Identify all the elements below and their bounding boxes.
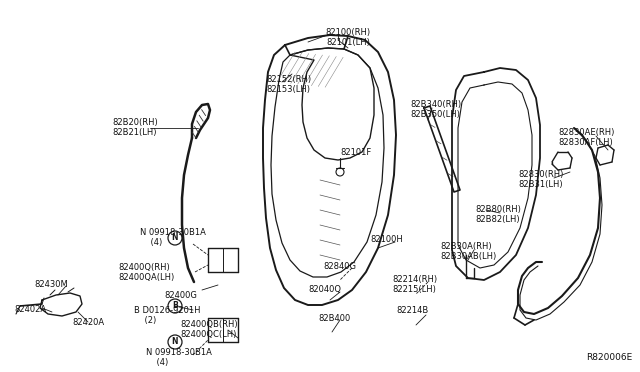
Text: N 09918-30B1A
    (4): N 09918-30B1A (4) bbox=[140, 228, 206, 247]
Text: 82400QB(RH)
82400QC(LH): 82400QB(RH) 82400QC(LH) bbox=[180, 320, 237, 339]
Text: B D0126-9201H
    (2): B D0126-9201H (2) bbox=[134, 306, 200, 326]
Text: 82101F: 82101F bbox=[340, 148, 371, 157]
Text: 82B340(RH)
82B350(LH): 82B340(RH) 82B350(LH) bbox=[410, 100, 461, 119]
Text: 82100H: 82100H bbox=[370, 235, 403, 244]
Text: 82152(RH)
82153(LH): 82152(RH) 82153(LH) bbox=[266, 75, 311, 94]
Text: 82B30A(RH)
82B30AB(LH): 82B30A(RH) 82B30AB(LH) bbox=[440, 242, 496, 262]
Text: 82214B: 82214B bbox=[396, 306, 428, 315]
Text: 82100(RH)
82101(LH): 82100(RH) 82101(LH) bbox=[325, 28, 371, 47]
Text: 82400G: 82400G bbox=[164, 291, 197, 300]
Text: 82B400: 82B400 bbox=[318, 314, 350, 323]
Text: B: B bbox=[172, 301, 178, 311]
Text: 82420A: 82420A bbox=[72, 318, 104, 327]
Text: 82840G: 82840G bbox=[323, 262, 356, 271]
Text: 82430M: 82430M bbox=[34, 280, 68, 289]
Text: 82214(RH)
82215(LH): 82214(RH) 82215(LH) bbox=[392, 275, 437, 294]
Text: N: N bbox=[172, 337, 179, 346]
Text: 82402A: 82402A bbox=[14, 305, 46, 314]
Text: 82830AE(RH)
82830AF(LH): 82830AE(RH) 82830AF(LH) bbox=[558, 128, 614, 147]
Text: 82040Q: 82040Q bbox=[308, 285, 341, 294]
Text: R820006E: R820006E bbox=[586, 353, 632, 362]
Text: 82B80(RH)
82B82(LH): 82B80(RH) 82B82(LH) bbox=[475, 205, 521, 224]
Text: 82B20(RH)
82B21(LH): 82B20(RH) 82B21(LH) bbox=[112, 118, 157, 137]
Text: N: N bbox=[172, 234, 179, 243]
Text: N 09918-30B1A
    (4): N 09918-30B1A (4) bbox=[146, 348, 212, 368]
Text: 82400Q(RH)
82400QA(LH): 82400Q(RH) 82400QA(LH) bbox=[118, 263, 174, 282]
Text: 82830(RH)
82B31(LH): 82830(RH) 82B31(LH) bbox=[518, 170, 563, 189]
